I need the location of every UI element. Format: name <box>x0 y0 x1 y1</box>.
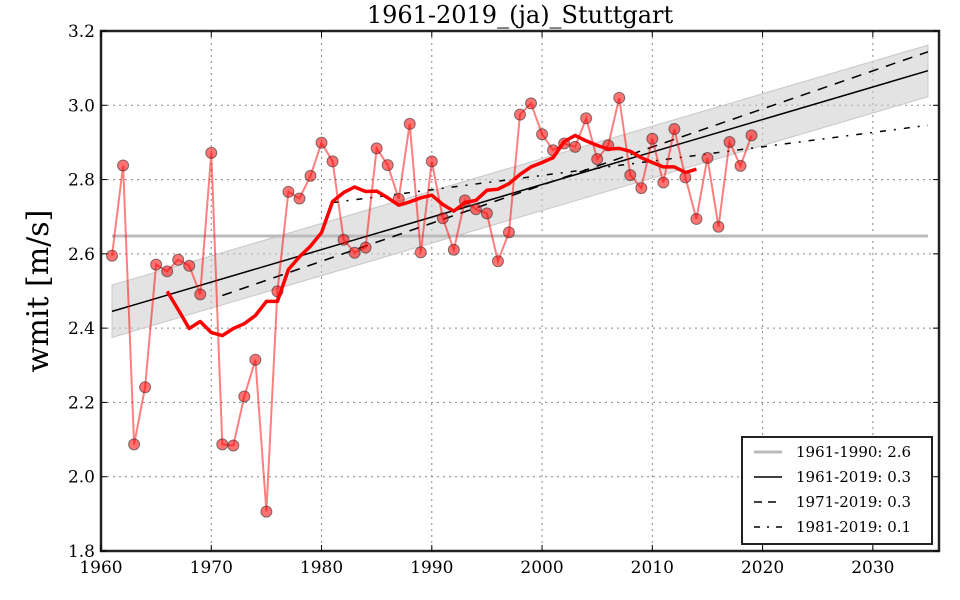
annual-data-point <box>491 255 504 268</box>
annual-data-point <box>646 132 659 145</box>
legend-trend-1961-2019-label: 1961-2019: 0.3 <box>796 468 911 486</box>
annual-data-point <box>227 439 240 452</box>
x-tick-label: 2000 <box>520 558 563 578</box>
annual-data-point <box>315 136 328 149</box>
series-layer <box>106 91 758 518</box>
annual-data-point <box>569 140 582 153</box>
trend-1961-2019-line <box>111 69 929 313</box>
annual-data-point <box>403 117 416 130</box>
annual-data-point <box>381 159 394 172</box>
annual-data-point <box>502 226 515 239</box>
annual-data-point <box>591 153 604 166</box>
y-tick-label: 2.4 <box>68 319 95 339</box>
x-tick-label: 1960 <box>79 558 122 578</box>
annual-data-point <box>293 192 306 205</box>
annual-data-point <box>480 207 493 220</box>
annual-data-point <box>536 128 549 141</box>
annual-data-point <box>580 112 593 125</box>
plot-frame <box>99 29 941 553</box>
annual-data-point <box>624 169 637 182</box>
annual-data-point <box>635 182 648 195</box>
y-tick-label: 2.2 <box>68 393 95 413</box>
annual-data-point <box>436 212 449 225</box>
y-axis-label: wmit [m/s] <box>21 210 56 373</box>
annual-data-point <box>337 233 350 246</box>
annual-data-point <box>745 129 758 142</box>
annual-data-point <box>216 438 229 451</box>
annual-data-point <box>613 91 626 104</box>
annual-data-point <box>260 505 273 518</box>
annual-data-point <box>359 241 372 254</box>
trend-1981-2019-line <box>332 124 929 204</box>
legend-box <box>741 436 933 545</box>
x-tick-label: 1970 <box>190 558 233 578</box>
annual-data-point <box>150 258 163 271</box>
annual-data-point <box>414 246 427 259</box>
annual-data-point <box>701 152 714 165</box>
annual-data-point <box>161 265 174 278</box>
x-tick-label: 2030 <box>851 558 894 578</box>
annual-data-point <box>657 176 670 189</box>
x-tick-label: 2010 <box>631 558 674 578</box>
annual-data-point <box>723 136 736 149</box>
annual-data-point <box>282 185 295 198</box>
legend-baseline-label: 1961-1990: 2.6 <box>796 443 911 461</box>
annual-data-point <box>690 212 703 225</box>
annual-data-point <box>205 146 218 159</box>
trend-lines-layer <box>111 51 929 313</box>
annual-data-point <box>172 253 185 266</box>
annual-data-point <box>734 159 747 172</box>
annual-data-point <box>106 249 119 262</box>
y-tick-label: 3.2 <box>68 22 95 42</box>
annual-data-point <box>447 243 460 256</box>
annual-data-point <box>238 390 251 403</box>
annual-data-point <box>712 220 725 233</box>
annual-data-point <box>425 155 438 168</box>
annual-data-point <box>370 142 383 155</box>
annual-data-point <box>139 381 152 394</box>
x-tick-label: 2020 <box>741 558 784 578</box>
annual-data-point <box>128 438 141 451</box>
annual-data-point <box>348 246 361 259</box>
y-tick-label: 2.8 <box>68 171 95 191</box>
y-tick-label: 3.0 <box>68 96 95 116</box>
moving-average-line <box>165 133 697 338</box>
annual-data-point <box>525 97 538 110</box>
x-tick-label: 1990 <box>410 558 453 578</box>
y-tick-label: 2.0 <box>68 468 95 488</box>
annual-data-point <box>469 203 482 216</box>
x-tick-label: 1980 <box>300 558 343 578</box>
annual-data-point <box>249 353 262 366</box>
annual-data-point <box>326 155 339 168</box>
legend-trend-1981-2019-label: 1981-2019: 0.1 <box>796 518 911 536</box>
y-tick-label: 1.8 <box>68 542 95 562</box>
y-tick-label: 2.6 <box>68 245 95 265</box>
chart-title: 1961-2019_(ja)_Stuttgart <box>367 1 674 29</box>
annual-data-point <box>514 108 526 121</box>
annual-data-point <box>304 169 317 182</box>
legend: 1961-1990: 2.6 1961-2019: 0.3 1971-2019: 0… <box>741 436 933 545</box>
ticks: 1960 1970 1980 1990 2000 2010 2020 2030 1.8 2.0 2.… <box>68 22 939 578</box>
axes <box>99 29 941 553</box>
legend-trend-1971-2019-label: 1971-2019: 0.3 <box>796 493 911 511</box>
annual-data-point <box>183 259 196 272</box>
annual-data-point <box>668 123 681 136</box>
annual-data-point <box>117 159 130 172</box>
annual-data-point <box>194 288 207 301</box>
